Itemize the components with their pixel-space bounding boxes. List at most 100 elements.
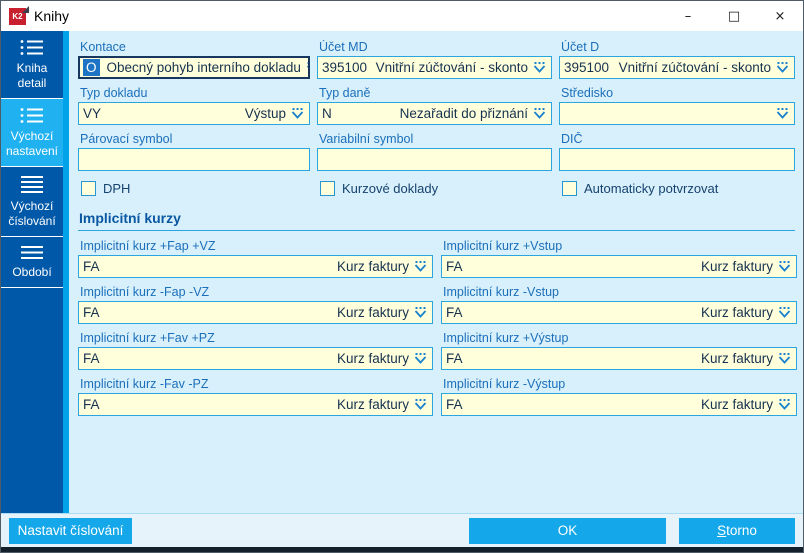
kurz-code: FA [446,305,463,320]
parovaci-symbol-input[interactable] [78,148,310,171]
checkbox-icon[interactable] [81,181,96,196]
kurz-code: FA [446,397,463,412]
checkbox-icon[interactable] [562,181,577,196]
dph-checkbox[interactable]: DPH [78,181,310,196]
close-icon[interactable]: × [774,8,786,24]
kurz-fav-pz-plus-label: Implicitní kurz +Fav +PZ [80,331,215,345]
kurz-value: Kurz faktury [336,305,409,320]
kurz-value: Kurz faktury [700,351,773,366]
kurz-fap-vz-plus-label: Implicitní kurz +Fap +VZ [80,239,216,253]
typ-dane-label: Typ daně [319,86,371,100]
automaticky-potvrzovat-checkbox-label: Automaticky potvrzovat [584,181,719,196]
sidebar-item-vychozi-nastaveni[interactable]: Výchozí nastavení [1,99,63,167]
kontace-field[interactable]: O Obecný pohyb interního dokladu [78,56,310,79]
maximize-icon[interactable]: □ [727,8,741,24]
ucet-md-code: 395100 [322,60,368,75]
kurz-fav-pz-plus-field[interactable]: FA Kurz faktury [78,347,433,370]
window-bottom-edge [1,547,803,552]
kurz-fap-vz-plus-field[interactable]: FA Kurz faktury [78,255,433,278]
kurz-fav-pz-minus-field[interactable]: FA Kurz faktury [78,393,433,416]
kurz-vystup-minus-label: Implicitní kurz -Výstup [443,377,566,391]
kurz-code: FA [446,259,463,274]
kurz-code: FA [83,351,100,366]
ucet-md-value: Vnitřní zúčtování - skonto [375,60,528,75]
dropdown-icon[interactable] [775,107,790,120]
variabilni-symbol-input[interactable] [317,148,552,171]
sidebar-item-label: Kniha detail [16,61,48,90]
kurz-vstup-plus-label: Implicitní kurz +Vstup [443,239,563,253]
nastavit-cislovani-button[interactable]: Nastavit číslování [9,517,132,544]
kurz-vstup-minus-field[interactable]: FA Kurz faktury [441,301,797,324]
automaticky-potvrzovat-checkbox[interactable]: Automaticky potvrzovat [559,181,795,196]
kurz-vstup-plus-field[interactable]: FA Kurz faktury [441,255,797,278]
storno-button[interactable]: Storno [679,517,795,544]
sidebar-item-obdobi[interactable]: Období [1,237,63,288]
dropdown-icon[interactable] [413,352,428,365]
kurz-vstup-minus-label: Implicitní kurz -Vstup [443,285,560,299]
stredisko-field[interactable] [559,102,795,125]
kurz-value: Kurz faktury [336,397,409,412]
window-controls: – □ × [665,1,803,31]
ucet-d-code: 395100 [564,60,610,75]
dropdown-icon[interactable] [413,398,428,411]
dropdown-icon[interactable] [777,260,792,273]
kurz-fav-pz-minus-label: Implicitní kurz -Fav -PZ [80,377,209,391]
dropdown-icon[interactable] [532,61,547,74]
parovaci-symbol-label: Párovací symbol [80,132,173,146]
ucet-md-label: Účet MD [319,40,368,54]
ok-button[interactable]: OK [469,517,666,544]
sidebar-item-label: Výchozí nastavení [5,129,59,158]
kurz-code: FA [446,351,463,366]
kontace-label: Kontace [80,40,126,54]
detail-list-icon [20,40,43,55]
dropdown-icon[interactable] [775,61,790,74]
dic-input[interactable] [559,148,795,171]
dropdown-icon[interactable] [777,306,792,319]
variabilni-symbol-label: Variabilní symbol [319,132,414,146]
kurz-fap-vz-minus-field[interactable]: FA Kurz faktury [78,301,433,324]
kurz-vystup-minus-field[interactable]: FA Kurz faktury [441,393,797,416]
kurz-value: Kurz faktury [336,259,409,274]
typ-dokladu-label: Typ dokladu [80,86,148,100]
menu-lines-icon [21,176,43,193]
kurz-vystup-plus-field[interactable]: FA Kurz faktury [441,347,797,370]
sidebar: Kniha detail Výchozí nastavení [1,31,63,513]
sidebar-item-kniha-detail[interactable]: Kniha detail [1,31,63,99]
kurz-value: Kurz faktury [336,351,409,366]
typ-dane-code: N [322,106,332,121]
kurzove-doklady-checkbox[interactable]: Kurzové doklady [317,181,552,196]
ucet-md-field[interactable]: 395100 Vnitřní zúčtování - skonto [317,56,552,79]
kontace-value: Obecný pohyb interního dokladu [106,60,301,75]
dropdown-icon[interactable] [413,306,428,319]
minimize-icon[interactable]: – [684,8,692,24]
dropdown-icon[interactable] [777,398,792,411]
sidebar-item-label: Výchozí číslování [8,199,56,228]
dropdown-icon[interactable] [532,107,547,120]
kurzove-doklady-checkbox-label: Kurzové doklady [342,181,439,196]
ucet-d-field[interactable]: 395100 Vnitřní zúčtování - skonto [559,56,795,79]
typ-dane-field[interactable]: N Nezařadit do přiznání [317,102,552,125]
kurz-value: Kurz faktury [700,305,773,320]
typ-dokladu-field[interactable]: VY Výstup [78,102,310,125]
typ-dane-value: Nezařadit do přiznání [399,106,528,121]
dropdown-icon[interactable] [290,107,305,120]
dropdown-icon[interactable] [777,352,792,365]
kontace-code: O [83,59,100,76]
footer-bar: Nastavit číslování OK Storno [1,513,803,547]
kurz-code: FA [83,397,100,412]
dropdown-icon[interactable] [413,260,428,273]
stredisko-label: Středisko [561,86,614,100]
kurz-fap-vz-minus-label: Implicitní kurz -Fap -VZ [80,285,210,299]
kurz-vystup-plus-label: Implicitní kurz +Výstup [443,331,569,345]
kurz-value: Kurz faktury [700,397,773,412]
settings-form: Kontace O Obecný pohyb interního dokladu… [69,31,803,513]
window-body: Kniha detail Výchozí nastavení [1,31,803,513]
sidebar-accent-stripe [63,31,69,513]
sidebar-item-vychozi-cislovani[interactable]: Výchozí číslování [1,167,63,237]
dropdown-icon[interactable] [305,61,308,74]
typ-dokladu-value: Výstup [244,106,286,121]
ucet-d-label: Účet D [561,40,600,54]
checkbox-icon[interactable] [320,181,335,196]
window-title: Knihy [34,8,70,24]
